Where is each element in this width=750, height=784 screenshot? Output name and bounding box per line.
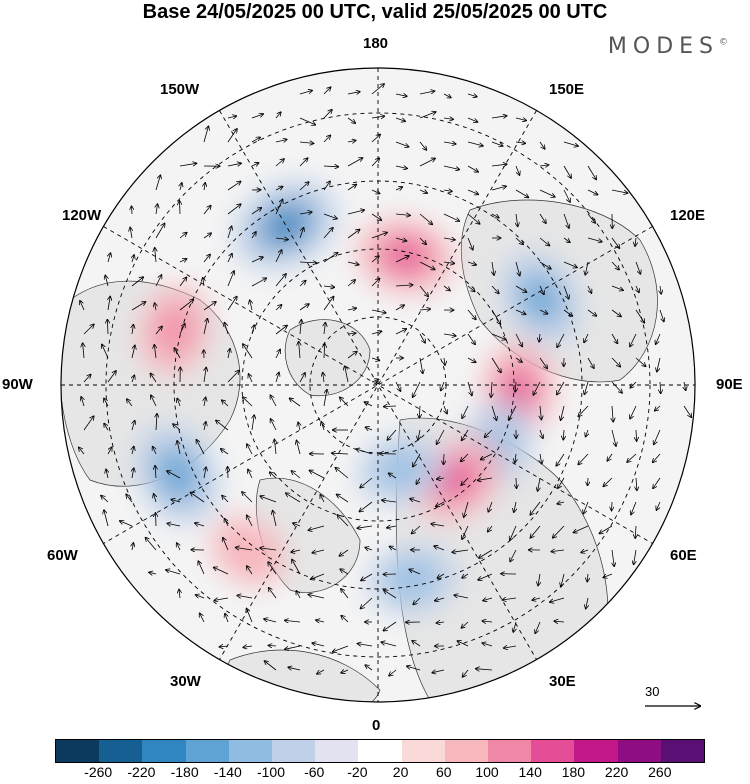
wind-arrow (156, 513, 157, 526)
lon-label-0: 0 (372, 717, 380, 734)
vector-scale-label: 30 (645, 684, 659, 699)
colorbar-tick-label: -140 (214, 764, 242, 780)
colorbar-swatch (315, 740, 358, 762)
lon-label-60e: 60E (670, 547, 697, 564)
colorbar-tick-label: 140 (519, 764, 542, 780)
colorbar-swatch (56, 740, 99, 762)
colorbar-tick-label: -180 (171, 764, 199, 780)
colorbar-swatch (99, 740, 142, 762)
colorbar-swatch (142, 740, 185, 762)
lon-label-60w: 60W (47, 547, 78, 564)
colorbar-tick-label: 20 (393, 764, 409, 780)
wind-arrow (132, 206, 133, 214)
colorbar-tick-label: 100 (475, 764, 498, 780)
lon-label-30w: 30W (170, 673, 201, 690)
colorbar-tick-label: -100 (257, 764, 285, 780)
wind-arrow (516, 478, 517, 488)
colorbar-swatch (618, 740, 661, 762)
colorbar-swatch (574, 740, 617, 762)
colorbar-tick-label: -220 (127, 764, 155, 780)
wind-arrow (444, 454, 445, 464)
colorbar-ticks: -260 -220 -180 -140 -100 -60 -20 20 60 100 140 180 2… (0, 764, 750, 784)
lon-label-90w: 90W (2, 376, 33, 393)
wind-arrow (612, 502, 613, 511)
lon-label-30e: 30E (549, 673, 576, 690)
colorbar-swatch (186, 740, 229, 762)
colorbar-swatch (445, 740, 488, 762)
colorbar-tick-label: 180 (562, 764, 585, 780)
wind-arrow (180, 201, 181, 214)
lon-label-180: 180 (363, 35, 388, 52)
colorbar-swatch (272, 740, 315, 762)
wind-arrow (588, 478, 589, 485)
wind-arrow (380, 454, 396, 455)
lon-label-150e: 150E (549, 81, 584, 98)
lon-label-150w: 150W (160, 81, 199, 98)
colorbar-tick-label: 60 (436, 764, 452, 780)
colorbar-tick-label: -20 (347, 764, 367, 780)
colorbar-swatch (488, 740, 531, 762)
colorbar-tick-label: -260 (84, 764, 112, 780)
colorbar-swatch (402, 740, 445, 762)
colorbar (55, 739, 705, 763)
colorbar-swatch (531, 740, 574, 762)
colorbar-tick-label: 220 (605, 764, 628, 780)
lon-label-90e: 90E (716, 376, 743, 393)
colorbar-swatch (661, 740, 704, 762)
colorbar-swatch (358, 740, 401, 762)
colorbar-tick-label: 260 (648, 764, 671, 780)
colorbar-tick-label: -60 (304, 764, 324, 780)
lon-label-120w: 120W (62, 207, 101, 224)
lon-label-120e: 120E (670, 207, 705, 224)
colorbar-swatch (229, 740, 272, 762)
